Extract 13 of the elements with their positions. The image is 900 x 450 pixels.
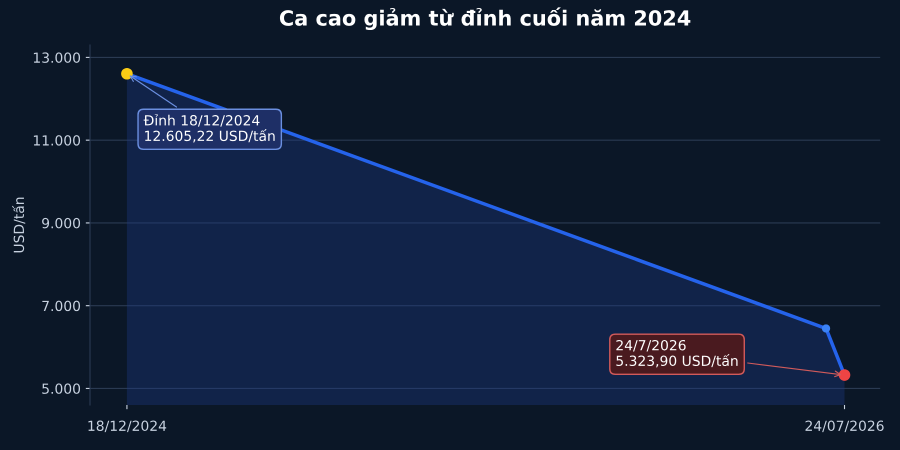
- chart-title: Ca cao giảm từ đỉnh cuối năm 2024: [280, 7, 690, 30]
- x-tick-label: 18/12/2024: [88, 420, 166, 432]
- y-tick-label: 7.000: [42, 300, 80, 312]
- x-tick-label: 24/07/2026: [805, 420, 884, 432]
- y-axis-title: USD/tấn: [12, 198, 26, 252]
- point: [838, 369, 850, 381]
- annotation: Đỉnh 18/12/2024 12.605,22 USD/tấn: [144, 114, 275, 143]
- y-tick-label: 9.000: [42, 218, 80, 228]
- y-tick-label: 11.000: [34, 135, 80, 146]
- y-tick-label: 13.000: [34, 52, 80, 63]
- point: [121, 68, 133, 80]
- annotation: 24/7/2026 5.323,90 USD/tấn: [616, 340, 738, 368]
- y-tick-label: 5.000: [42, 383, 80, 394]
